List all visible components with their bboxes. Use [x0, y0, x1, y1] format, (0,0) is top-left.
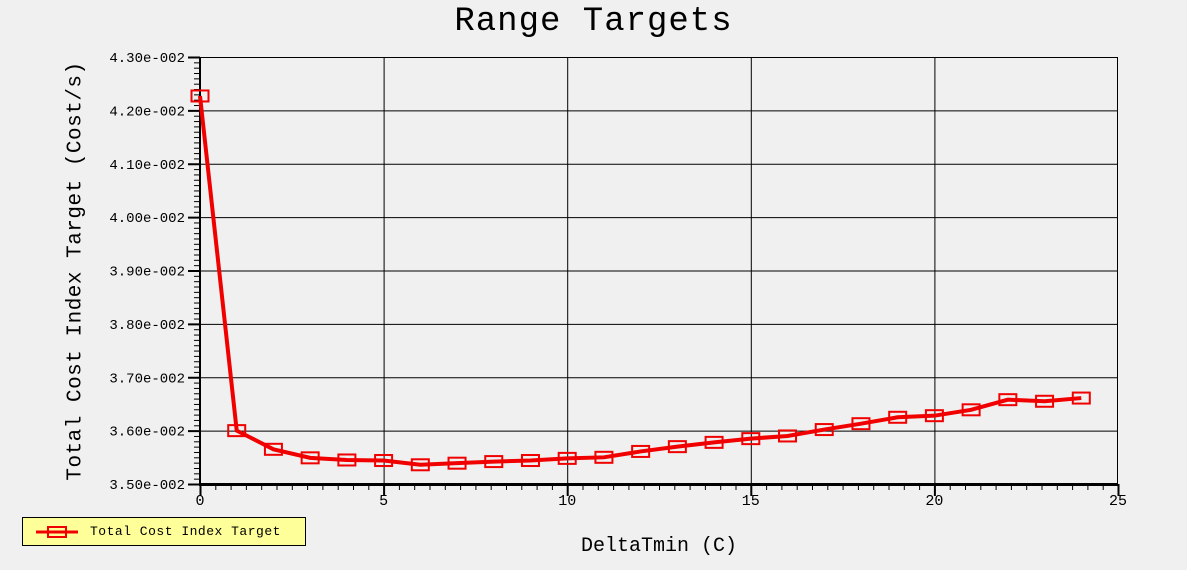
data-point-marker	[888, 410, 908, 424]
y-tick-label: 3.90e-002	[109, 265, 185, 281]
x-tick-label: 0	[195, 493, 204, 510]
data-point-marker	[814, 423, 834, 437]
data-point-marker	[410, 458, 430, 472]
x-tick-label: 15	[742, 493, 760, 510]
data-point-marker	[557, 451, 577, 465]
x-tick-label: 25	[1109, 493, 1127, 510]
data-point-marker	[300, 451, 320, 465]
y-tick-label: 3.50e-002	[109, 478, 185, 494]
data-point-marker	[1035, 394, 1055, 408]
y-tick-label: 3.80e-002	[109, 318, 185, 334]
data-point-marker	[667, 440, 687, 454]
data-point-marker	[924, 409, 944, 423]
legend-box[interactable]: Total Cost Index Target	[22, 517, 306, 546]
data-point-marker	[337, 453, 357, 467]
y-tick-label: 3.60e-002	[109, 425, 185, 441]
data-point-marker	[447, 456, 467, 470]
y-tick-label: 4.20e-002	[109, 104, 185, 120]
data-point-marker	[520, 454, 540, 468]
y-tick-label: 3.70e-002	[109, 371, 185, 387]
data-point-marker	[778, 429, 798, 443]
data-point-marker	[1071, 391, 1091, 405]
x-tick-label: 10	[558, 493, 576, 510]
data-point-marker	[227, 424, 247, 438]
data-point-marker	[704, 435, 724, 449]
series-line	[198, 95, 1082, 467]
y-tick-label: 4.00e-002	[109, 211, 185, 227]
data-point-marker	[998, 393, 1018, 407]
series-line-sample-icon	[36, 525, 78, 538]
data-point-marker	[484, 455, 504, 469]
data-point-marker	[961, 403, 981, 417]
data-point-marker	[263, 442, 283, 456]
chart-title: Range Targets	[454, 3, 733, 41]
x-tick-label: 20	[925, 493, 943, 510]
x-axis-title: DeltaTmin (C)	[580, 535, 738, 558]
data-point-marker	[631, 444, 651, 458]
data-point-marker	[594, 450, 614, 464]
x-tick-label: 5	[379, 493, 388, 510]
y-tick-label: 4.10e-002	[109, 158, 185, 174]
data-point-marker	[374, 454, 394, 468]
legend-label: Total Cost Index Target	[90, 524, 281, 539]
data-point-marker	[851, 417, 871, 431]
y-tick-label: 4.30e-002	[109, 51, 185, 67]
data-point-marker	[741, 432, 761, 446]
data-point-marker	[190, 89, 210, 103]
